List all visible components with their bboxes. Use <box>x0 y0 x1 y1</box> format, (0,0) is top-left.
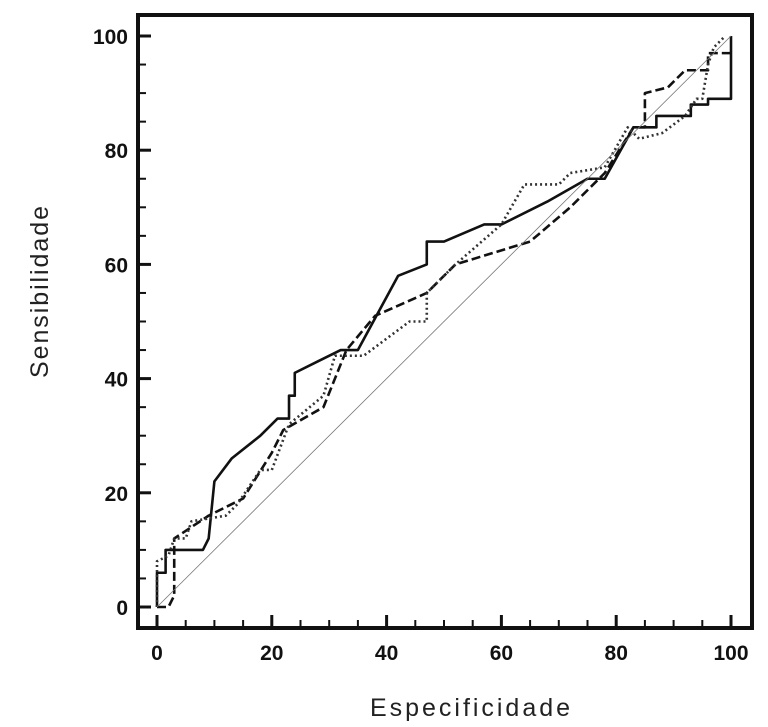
series-dotted-line <box>155 35 727 607</box>
series-dashed-line <box>157 51 731 609</box>
series-solid-line <box>155 36 733 607</box>
x-tick-label: 40 <box>375 642 398 665</box>
y-tick-label: 100 <box>93 26 128 49</box>
x-tick-label: 60 <box>490 642 513 665</box>
y-tick-label: 80 <box>105 140 128 163</box>
y-tick-label: 60 <box>105 254 128 277</box>
x-tick-label: 100 <box>713 642 748 665</box>
x-tick-label: 0 <box>151 642 163 665</box>
plot-frame <box>136 13 754 630</box>
x-axis-label: Especificidade <box>370 694 570 722</box>
axis-ticks: 0 20 40 60 80 100 0 20 40 60 80 100 <box>93 26 749 665</box>
x-tick-label: 80 <box>605 642 628 665</box>
x-tick-label: 20 <box>260 642 283 665</box>
y-axis-label: Sensibilidade <box>26 206 54 378</box>
y-tick-label: 20 <box>105 483 128 506</box>
y-tick-label: 40 <box>105 369 128 392</box>
series-reference-line <box>156 35 732 608</box>
y-tick-label: 0 <box>116 597 128 620</box>
curves <box>155 35 733 609</box>
